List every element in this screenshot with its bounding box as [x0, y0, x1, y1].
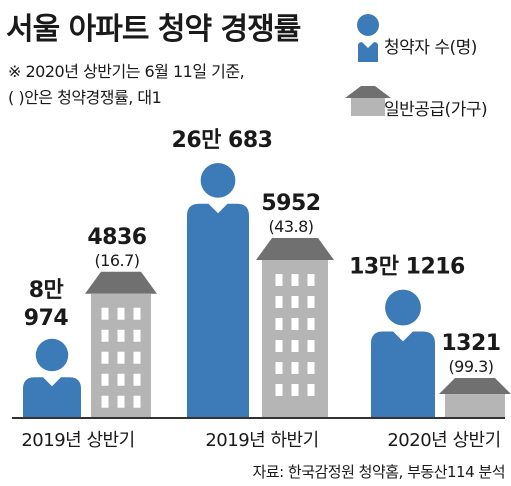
building-figure	[439, 378, 511, 418]
building-window	[101, 395, 109, 408]
applicant-value-label: 8만	[29, 278, 64, 303]
person-body	[187, 203, 249, 418]
supply-value-label: 4836	[87, 225, 146, 250]
building-window	[117, 329, 125, 342]
building-roof	[439, 378, 511, 395]
building-window	[307, 296, 315, 308]
supply-value-label: 1321	[441, 331, 500, 356]
building-window	[133, 373, 141, 386]
building-window	[291, 384, 299, 396]
building-window	[101, 329, 109, 342]
legend-person-icon	[357, 14, 379, 62]
building-roof	[256, 238, 334, 260]
category-label: 2020년 상반기	[387, 430, 500, 451]
building-window	[291, 274, 299, 286]
building-window	[307, 340, 315, 352]
applicant-value-label: 974	[24, 306, 69, 331]
building-window	[275, 274, 283, 286]
category-label: 2019년 하반기	[205, 430, 318, 451]
person-figure	[371, 289, 435, 418]
building-wall	[445, 394, 505, 418]
building-roof	[345, 86, 391, 98]
building-window	[275, 384, 283, 396]
competition-ratio-label: (99.3)	[448, 357, 493, 376]
building-window	[133, 329, 141, 342]
building-window	[307, 362, 315, 374]
building-window	[275, 362, 283, 374]
person-figure	[187, 163, 249, 418]
building-figure	[256, 238, 334, 418]
legend-building-icon	[345, 86, 391, 116]
building-window	[307, 384, 315, 396]
person-figure	[23, 338, 81, 418]
building-window	[291, 318, 299, 330]
category-label: 2019년 상반기	[21, 430, 134, 451]
building-window	[117, 307, 125, 320]
building-window	[307, 318, 315, 330]
building-window	[291, 362, 299, 374]
building-window	[133, 307, 141, 320]
building-roof	[85, 271, 157, 294]
building-wall	[351, 98, 385, 116]
legend-label-supply: 일반공급(가구)	[384, 100, 488, 120]
person-head	[357, 14, 379, 36]
building-window	[117, 351, 125, 364]
person-body	[371, 331, 435, 418]
person-body	[23, 377, 81, 418]
building-window	[133, 351, 141, 364]
building-window	[275, 340, 283, 352]
person-head	[200, 163, 236, 198]
competition-ratio-label: (43.8)	[268, 217, 313, 236]
legend-label-applicants: 청약자 수(명)	[384, 38, 477, 58]
building-window	[101, 351, 109, 364]
building-window	[307, 274, 315, 286]
source-note: 자료: 한국감정원 청약홈, 부동산114 분석	[252, 463, 505, 481]
competition-ratio-label: (16.7)	[94, 251, 139, 270]
building-window	[275, 296, 283, 308]
person-head	[35, 338, 69, 372]
chart-title: 서울 아파트 청약 경쟁률	[6, 12, 301, 47]
note-line-1: ※ 2020년 상반기는 6월 11일 기준,	[8, 62, 245, 81]
building-window	[291, 340, 299, 352]
building-window	[133, 395, 141, 408]
building-window	[291, 296, 299, 308]
building-figure	[85, 271, 157, 418]
supply-value-label: 5952	[261, 191, 320, 216]
applicant-value-label: 13만 1216	[349, 255, 465, 280]
note-line-2: ( )안은 청약경쟁률, 대1	[8, 88, 162, 107]
applicant-value-label: 26만 683	[172, 128, 273, 153]
person-head	[385, 289, 421, 326]
building-window	[101, 373, 109, 386]
building-window	[117, 373, 125, 386]
building-window	[275, 318, 283, 330]
building-window	[101, 307, 109, 320]
building-window	[117, 395, 125, 408]
person-body	[358, 42, 378, 62]
